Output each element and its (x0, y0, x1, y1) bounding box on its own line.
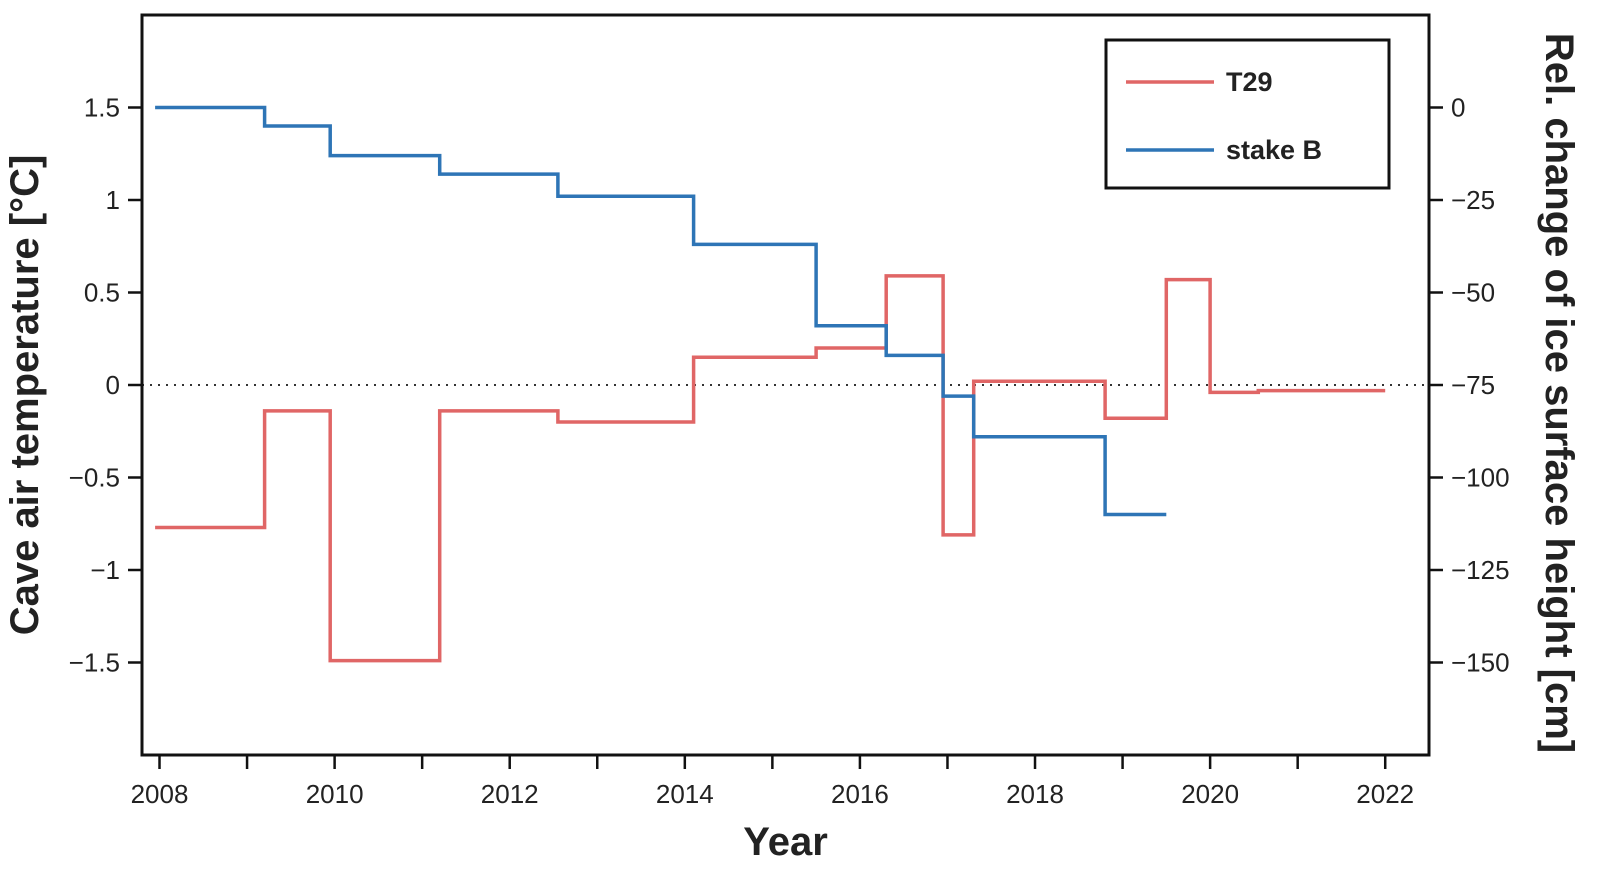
x-axis: 2008 2010 2012 2014 2016 2018 2020 2022 (131, 755, 1414, 809)
y-left-tick-label: −0.5 (69, 463, 120, 493)
legend: T29 stake B (1104, 38, 1391, 190)
x-tick-label: 2008 (131, 779, 189, 809)
y-left-tick-label: −1 (90, 555, 120, 585)
y-right-tick-label: −100 (1451, 463, 1510, 493)
legend-box (1104, 38, 1391, 190)
x-tick-label: 2012 (481, 779, 539, 809)
y-axis-right-title: Rel. change of ice surface height [cm] (1537, 33, 1581, 753)
y-left-tick-label: −1.5 (69, 648, 120, 678)
y-right-tick-label: 0 (1451, 93, 1465, 123)
y-left-tick-label: 1.5 (84, 93, 120, 123)
series-layer (155, 105, 1386, 663)
y-axis-left-title: Cave air temperature [°C] (3, 155, 47, 636)
x-tick-label: 2014 (656, 779, 714, 809)
y-axis-right: −150 −125 −100 −75 −50 −25 0 (1429, 93, 1510, 678)
series-line-stake-b (155, 105, 1167, 517)
y-right-tick-label: −75 (1451, 370, 1495, 400)
y-left-tick-label: 1 (106, 185, 120, 215)
x-tick-label: 2022 (1356, 779, 1414, 809)
x-tick-label: 2020 (1181, 779, 1239, 809)
y-right-tick-label: −50 (1451, 278, 1495, 308)
x-tick-label: 2010 (306, 779, 364, 809)
y-right-tick-label: −150 (1451, 648, 1510, 678)
y-right-tick-label: −25 (1451, 185, 1495, 215)
y-axis-left: −1.5 −1 −0.5 0 0.5 1 1.5 (69, 93, 142, 678)
legend-label-stake-b: stake B (1226, 135, 1322, 165)
x-axis-title: Year (743, 820, 828, 864)
y-left-tick-label: 0.5 (84, 278, 120, 308)
x-tick-label: 2016 (831, 779, 889, 809)
series-line-t29 (155, 274, 1386, 663)
x-tick-label: 2018 (1006, 779, 1064, 809)
y-left-tick-label: 0 (106, 370, 120, 400)
y-right-tick-label: −125 (1451, 555, 1510, 585)
legend-label-t29: T29 (1226, 67, 1273, 97)
